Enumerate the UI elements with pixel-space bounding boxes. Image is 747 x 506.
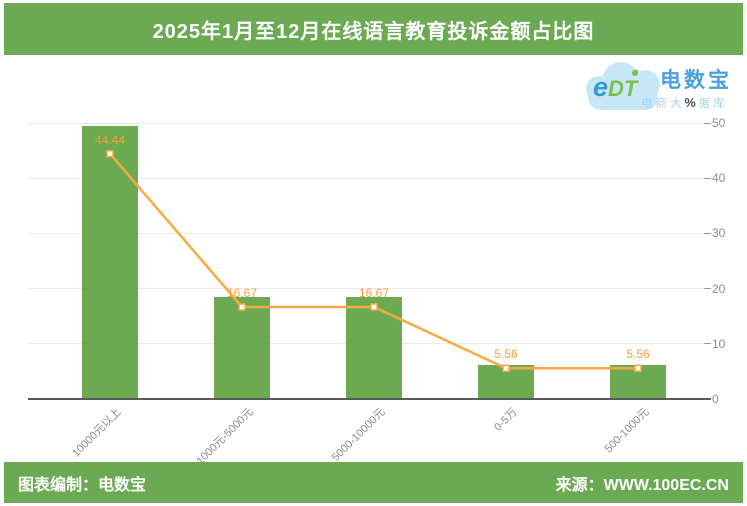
y-axis-label: 10 [712, 336, 726, 351]
data-label: 5.56 [494, 347, 518, 362]
y-axis-tick [704, 232, 711, 234]
leaf-icon [632, 70, 638, 76]
y-axis-tick [704, 288, 711, 290]
chart-credit-label: 图表编制：电数宝 [18, 476, 147, 494]
cloud-logo-icon: eDT [586, 62, 660, 110]
page-title: 2025年1月至12月在线语言教育投诉金额占比图 [152, 20, 595, 43]
data-label: 5.56 [626, 347, 650, 362]
y-axis-label: 0 [712, 392, 719, 406]
data-label: 16.67 [358, 285, 390, 300]
y-axis-unit-label: % [684, 96, 699, 110]
y-axis-tick [704, 177, 711, 179]
source-bar: 图表编制：电数宝 来源：WWW.100EC.CN [4, 462, 743, 503]
chart-source-label: 来源：WWW.100EC.CN [555, 476, 729, 494]
edt-logo: eDT 电数宝 电商大%据库 [584, 58, 744, 112]
y-axis-tick [704, 122, 711, 124]
y-axis-tick [704, 343, 711, 345]
bar [610, 364, 666, 399]
logo-subtitle: 电商大%据库 [641, 95, 728, 111]
bar [478, 364, 534, 399]
y-axis-label: 50 [712, 116, 726, 130]
y-axis-label: 30 [712, 226, 726, 241]
data-label: 16.67 [226, 285, 258, 300]
bar [214, 296, 270, 399]
bar [346, 296, 402, 399]
logo-letters-dt: DT [608, 76, 638, 101]
data-label: 44.44 [94, 132, 126, 147]
y-axis-label: 20 [712, 281, 726, 296]
y-axis-label: 40 [712, 171, 726, 186]
logo-brand-name: 电数宝 [660, 69, 732, 92]
bar [82, 126, 138, 399]
gridline [28, 122, 704, 124]
chart-title-bar: 2025年1月至12月在线语言教育投诉金额占比图 [4, 3, 743, 55]
logo-subtitle-right: 据库 [698, 98, 728, 110]
x-axis-line [28, 398, 711, 400]
logo-letter-e: e [593, 72, 609, 102]
logo-subtitle-left: 电商大 [641, 98, 685, 110]
